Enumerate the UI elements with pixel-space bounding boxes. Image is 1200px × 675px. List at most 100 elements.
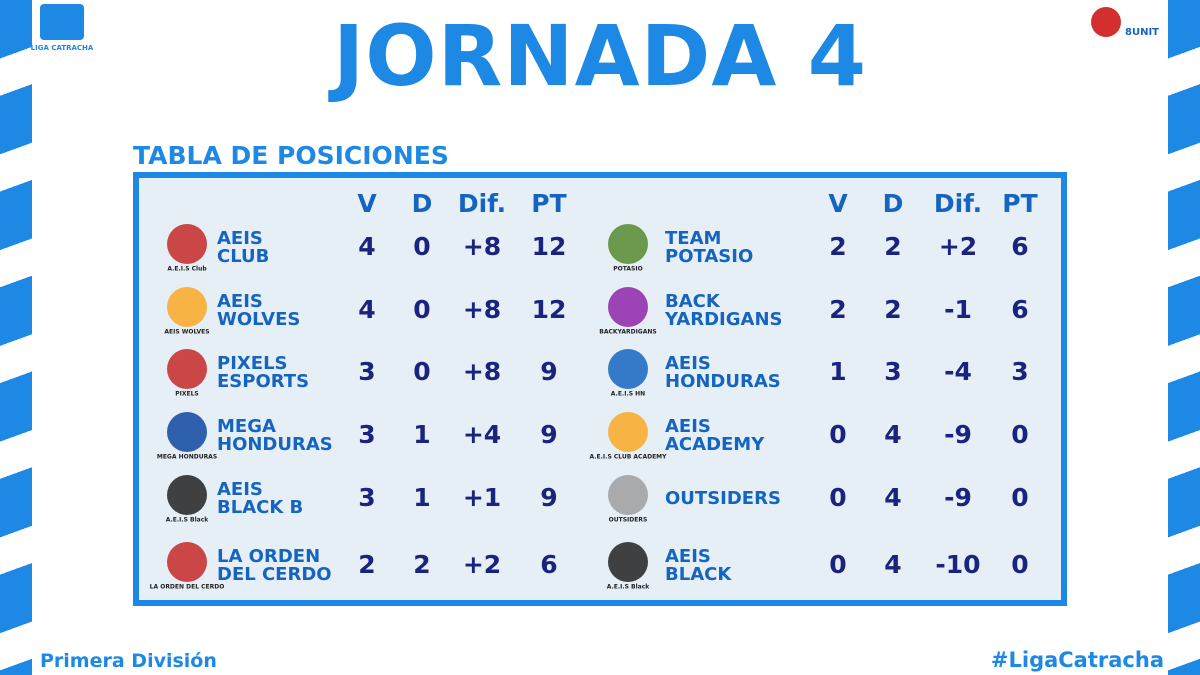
- team-name: AEIS: [217, 228, 263, 249]
- team-name: BACK: [665, 291, 721, 312]
- stat: 0: [413, 295, 430, 324]
- stat: +2: [939, 232, 977, 261]
- stat: -4: [944, 357, 972, 386]
- stat: 0: [413, 232, 430, 261]
- team-logo: [608, 224, 648, 264]
- stat: 3: [358, 357, 375, 386]
- team-name: ACADEMY: [665, 434, 765, 455]
- stat: 0: [829, 420, 846, 449]
- stat: -9: [944, 420, 972, 449]
- stat: 9: [540, 357, 557, 386]
- stat: 3: [884, 357, 901, 386]
- team-logo: [608, 349, 648, 389]
- logo-caption: POTASIO: [613, 266, 642, 273]
- logo-caption: PIXELS: [175, 391, 199, 398]
- stat: 2: [358, 550, 375, 579]
- logo-caption: OUTSIDERS: [609, 517, 648, 524]
- stat: 1: [413, 483, 430, 512]
- team-logo: [167, 349, 207, 389]
- stat: 0: [829, 550, 846, 579]
- team-logo: [167, 542, 207, 582]
- logo-caption: LA ORDEN DEL CERDO: [150, 584, 225, 591]
- stat: 4: [884, 420, 901, 449]
- sponsor: 8UNIT: [1125, 27, 1159, 38]
- logo-caption: BACKYARDIGANS: [599, 329, 656, 336]
- column-header: V: [828, 189, 848, 218]
- logo-caption: A.E.I.S Black: [607, 584, 651, 591]
- right-stripe: [1168, 0, 1200, 675]
- stat: -9: [944, 483, 972, 512]
- team-logo: [167, 475, 207, 515]
- team-name: OUTSIDERS: [665, 488, 781, 509]
- column-header: PT: [1002, 189, 1037, 218]
- team-name: DEL CERDO: [217, 564, 332, 585]
- stat: 4: [884, 550, 901, 579]
- team-name: AEIS: [217, 479, 263, 500]
- stat: +1: [463, 483, 501, 512]
- stat: 6: [1011, 295, 1028, 324]
- stat: 6: [1011, 232, 1028, 261]
- stat: 9: [540, 483, 557, 512]
- stat: -1: [944, 295, 972, 324]
- team-name: YARDIGANS: [664, 309, 782, 330]
- logo-caption: MEGA HONDURAS: [157, 454, 217, 461]
- stat: 0: [413, 357, 430, 386]
- stat: 3: [358, 420, 375, 449]
- team-name: AEIS: [217, 291, 263, 312]
- logo-caption: A.E.I.S HN: [611, 391, 645, 398]
- column-header: V: [357, 189, 377, 218]
- stat: 4: [884, 483, 901, 512]
- stat: +2: [463, 550, 501, 579]
- table-box: [133, 172, 1067, 606]
- brand-logo: [40, 4, 84, 40]
- team-name: POTASIO: [665, 246, 753, 267]
- title: JORNADA 4: [328, 7, 867, 105]
- team-name: CLUB: [217, 246, 269, 267]
- stat: 0: [829, 483, 846, 512]
- stat: 2: [884, 295, 901, 324]
- stat: 3: [358, 483, 375, 512]
- team-name: MEGA: [217, 416, 276, 437]
- left-stripe: [0, 0, 32, 675]
- team-name: BLACK B: [217, 497, 303, 518]
- column-header: PT: [531, 189, 566, 218]
- logo-caption: A.E.I.S CLUB ACADEMY: [590, 454, 668, 461]
- team-logo: [167, 412, 207, 452]
- stat: 2: [884, 232, 901, 261]
- logo-caption: A.E.I.S Black: [166, 517, 210, 524]
- stat: 2: [829, 295, 846, 324]
- team-name: PIXELS: [217, 353, 288, 374]
- team-name: AEIS: [665, 546, 711, 567]
- stat: 1: [829, 357, 846, 386]
- team-name: HONDURAS: [217, 434, 333, 455]
- stat: 12: [532, 232, 567, 261]
- team-logo: [608, 287, 648, 327]
- team-name: ESPORTS: [217, 371, 309, 392]
- stat: +4: [463, 420, 501, 449]
- stat: 2: [413, 550, 430, 579]
- sponsor-mascot: [1091, 7, 1121, 37]
- team-name: AEIS: [665, 353, 711, 374]
- stat: +8: [463, 295, 501, 324]
- stat: 3: [1011, 357, 1028, 386]
- column-header: D: [883, 189, 904, 218]
- team-name: AEIS: [665, 416, 711, 437]
- subtitle: TABLA DE POSICIONES: [133, 141, 449, 170]
- stat: 2: [829, 232, 846, 261]
- team-name: HONDURAS: [665, 371, 781, 392]
- team-logo: [608, 475, 648, 515]
- team-logo: [608, 542, 648, 582]
- footer-left: Primera División: [40, 650, 217, 672]
- team-logo: [167, 287, 207, 327]
- logo-caption: AEIS WOLVES: [164, 329, 209, 336]
- footer-right: #LigaCatracha: [990, 648, 1164, 672]
- team-name: BLACK: [665, 564, 732, 585]
- stat: 4: [358, 232, 375, 261]
- stat: 1: [413, 420, 430, 449]
- stat: +8: [463, 232, 501, 261]
- stat: 9: [540, 420, 557, 449]
- stat: 0: [1011, 483, 1028, 512]
- team-name: TEAM: [665, 228, 721, 249]
